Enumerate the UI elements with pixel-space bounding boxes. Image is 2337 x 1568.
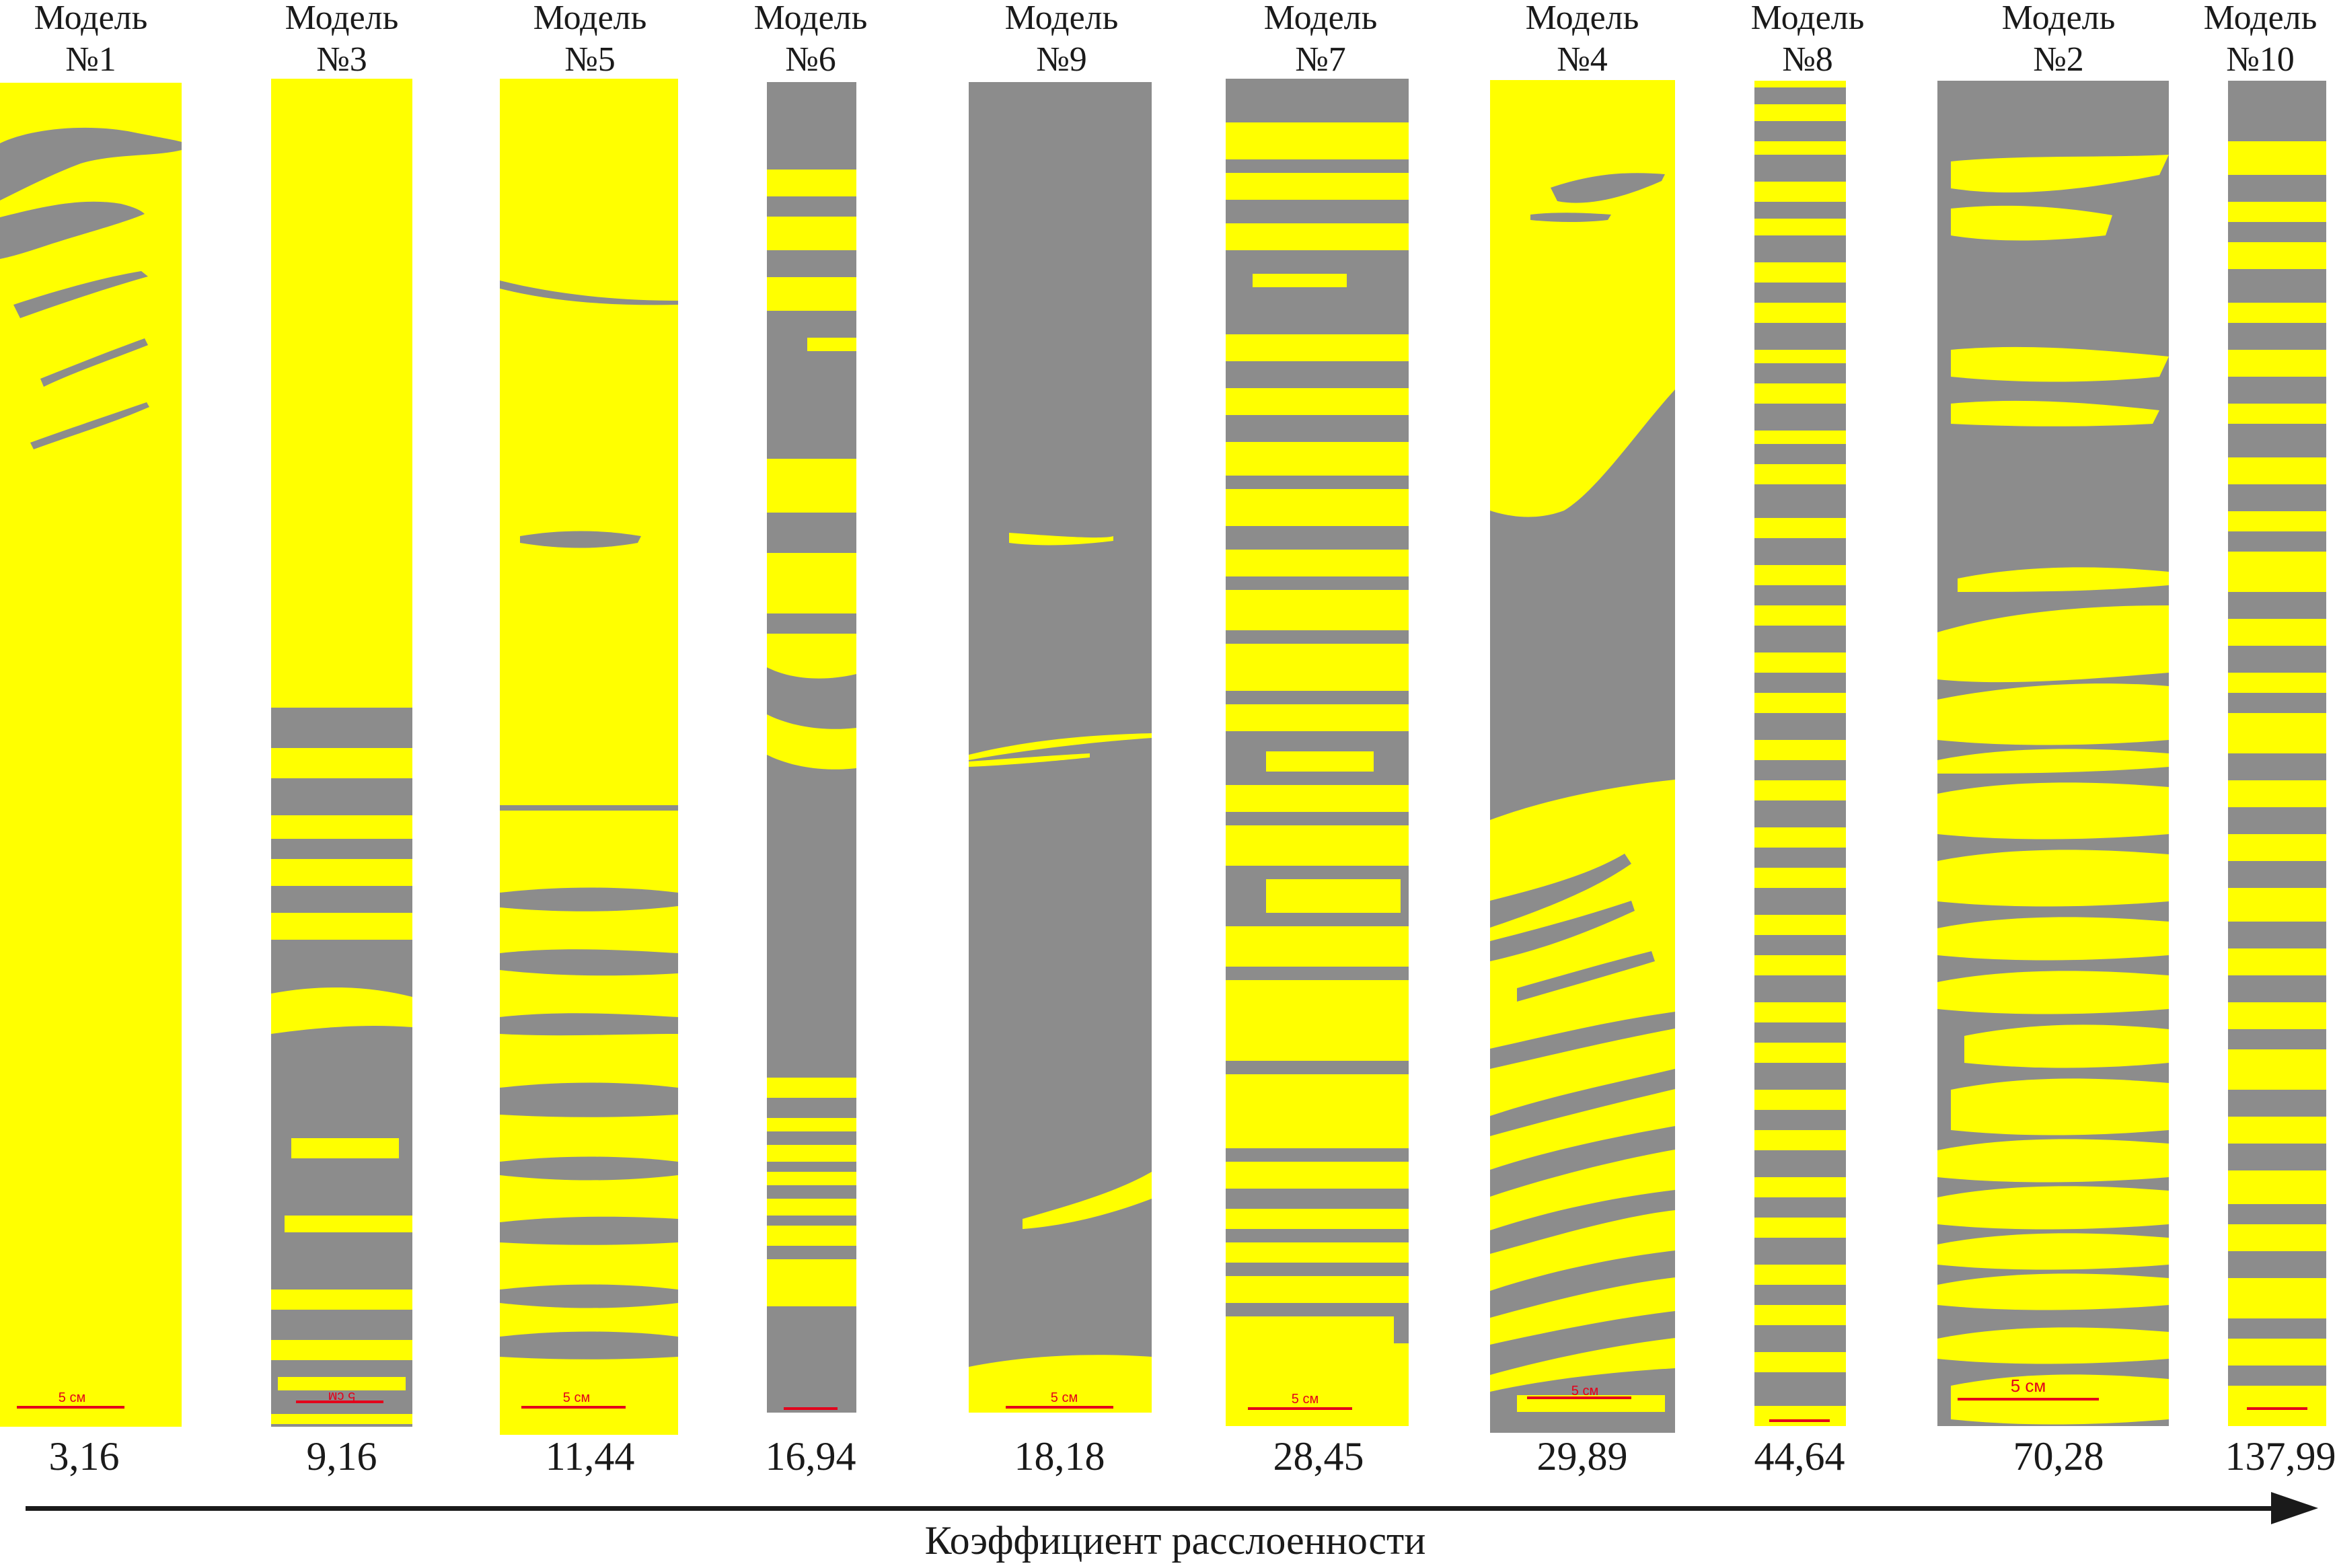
scale-bar: [1958, 1398, 2099, 1401]
model-title: Модель №5: [533, 0, 647, 79]
scale-bar: [784, 1407, 838, 1410]
scale-label: 5 см: [58, 1390, 86, 1405]
scale-bar: [521, 1406, 626, 1409]
scale-bar: [296, 1401, 383, 1403]
model-title: Модель №10: [2203, 0, 2317, 79]
model-title: Модель №7: [1263, 0, 1378, 79]
core-image-model-4: [1490, 80, 1675, 1433]
coefficient-value: 137,99: [2225, 1434, 2336, 1479]
scale-label: 5 см: [1571, 1384, 1599, 1398]
core-image-model-7: [1226, 79, 1409, 1426]
coefficient-value: 29,89: [1536, 1434, 1628, 1479]
model-title: Модель №6: [753, 0, 868, 79]
scale-bar: [1527, 1396, 1631, 1399]
core-image-model-9: [969, 82, 1152, 1413]
scale-bar: [2247, 1407, 2307, 1410]
scale-bar: [17, 1406, 124, 1409]
scale-label: 5 см: [2010, 1376, 2046, 1396]
model-title: Модель №3: [285, 0, 399, 79]
coefficient-value: 16,94: [765, 1434, 856, 1479]
model-title: Модель №9: [1004, 0, 1119, 79]
coefficient-value: 44,64: [1754, 1434, 1845, 1479]
coefficient-value: 28,45: [1273, 1434, 1364, 1479]
core-image-model-10: [2228, 81, 2326, 1426]
core-image-model-5: [500, 79, 678, 1435]
axis-arrow-line: [26, 1506, 2276, 1511]
model-title: Модель №8: [1750, 0, 1865, 79]
scale-bar: [1248, 1407, 1352, 1410]
axis-label: Коэффициент расслоенности: [924, 1518, 1426, 1563]
coefficient-value: 9,16: [306, 1434, 377, 1479]
coefficient-value: 3,16: [48, 1434, 120, 1479]
coefficient-value: 18,18: [1014, 1434, 1105, 1479]
model-title: Модель №2: [2001, 0, 2116, 79]
scale-label: 5 см: [1291, 1392, 1319, 1407]
model-title: Модель №1: [34, 0, 148, 79]
coefficient-value: 70,28: [2013, 1434, 2104, 1479]
scale-label: 5 см: [1050, 1390, 1078, 1405]
model-title: Модель №4: [1525, 0, 1639, 79]
core-image-model-1: [0, 83, 182, 1427]
arrow-right-icon: [2271, 1492, 2318, 1524]
scale-bar: [1769, 1419, 1830, 1422]
scale-bar: [1006, 1406, 1113, 1409]
core-image-model-8: [1754, 81, 1846, 1426]
core-image-model-2: [1937, 81, 2169, 1426]
core-image-model-3: [271, 79, 412, 1427]
core-image-model-6: [767, 82, 856, 1413]
scale-label: 5 см: [562, 1390, 591, 1405]
coefficient-value: 11,44: [545, 1434, 635, 1479]
